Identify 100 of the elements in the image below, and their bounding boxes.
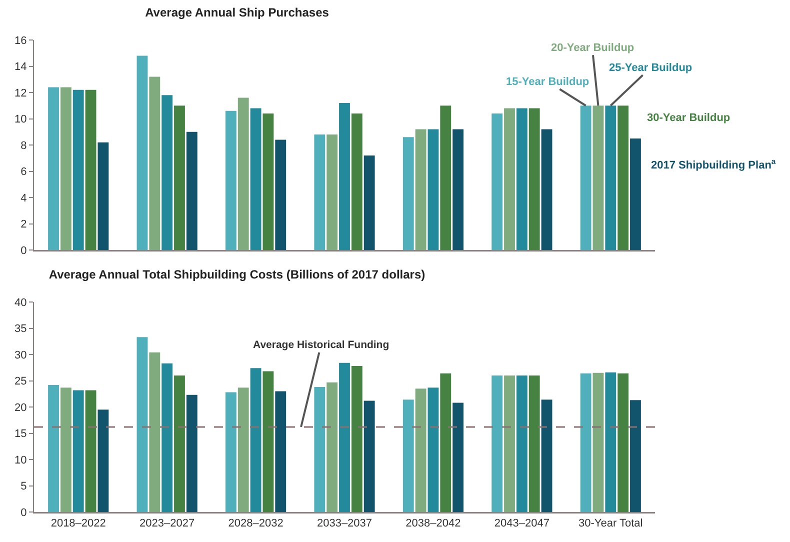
bar — [174, 376, 185, 512]
series-label: 2017 Shipbuilding Plan$^{a}$ — [651, 157, 776, 172]
bar — [492, 376, 503, 512]
bar — [149, 76, 160, 250]
bar — [72, 390, 84, 512]
bar — [275, 391, 286, 512]
bar — [275, 140, 286, 250]
bar — [351, 366, 362, 512]
x-tick-label: 2028–2032 — [228, 518, 284, 530]
bar — [516, 108, 528, 250]
bar — [60, 87, 72, 250]
y-tick-label: 10 — [14, 454, 27, 466]
chart-title: Average Annual Ship Purchases — [145, 5, 330, 20]
bar — [592, 372, 604, 512]
bar — [238, 388, 249, 512]
bar — [72, 90, 84, 250]
y-tick-label: 30 — [14, 349, 27, 362]
bar — [136, 337, 148, 512]
y-tick-label: 0 — [20, 244, 27, 257]
text: 20-Year Buildup — [551, 42, 634, 54]
bar — [452, 129, 464, 250]
bar — [186, 394, 198, 512]
bar — [618, 106, 629, 250]
x-tick-label: 2018–2022 — [50, 518, 106, 530]
bar — [225, 110, 236, 250]
bar — [402, 137, 414, 250]
bar — [339, 362, 350, 512]
bar — [492, 114, 503, 250]
y-tick-label: 5 — [20, 480, 27, 493]
y-tick-label: 8 — [20, 140, 27, 152]
series-label: 30-Year Buildup — [647, 112, 730, 124]
bar — [415, 388, 426, 512]
bar — [504, 108, 515, 250]
bar — [186, 132, 198, 250]
bar — [440, 106, 452, 250]
bar — [541, 129, 552, 250]
bar — [364, 400, 375, 512]
bar — [225, 392, 236, 512]
bar — [238, 98, 249, 250]
bar — [428, 388, 439, 512]
series-label: 15-Year Buildup — [506, 76, 590, 88]
y-tick-label: 6 — [20, 166, 27, 178]
bar — [528, 376, 540, 512]
bar — [162, 363, 173, 512]
chart-title: Average Annual Total Shipbuilding Costs (Billions of 2017 dollars) — [48, 268, 426, 282]
x-tick-label: 2038–2042 — [406, 518, 461, 530]
y-tick-label: 10 — [14, 114, 27, 126]
y-tick-label: 14 — [14, 61, 27, 74]
bar — [364, 156, 375, 250]
bar — [339, 103, 350, 250]
bar — [580, 373, 592, 512]
y-tick-label: 16 — [14, 34, 27, 47]
bar — [98, 410, 109, 512]
text: 25-Year Buildup — [609, 62, 692, 74]
bar — [351, 114, 362, 250]
bar — [618, 373, 629, 512]
bar — [85, 390, 96, 512]
bar — [85, 90, 96, 250]
bar — [162, 95, 173, 250]
bar — [504, 376, 515, 512]
bar — [428, 129, 439, 250]
bar — [136, 56, 148, 250]
x-tick-label: 2023–2027 — [140, 518, 195, 530]
bar — [415, 129, 426, 250]
bar — [174, 106, 185, 250]
bar — [630, 400, 641, 512]
bar — [580, 106, 592, 250]
bar — [149, 352, 160, 512]
bar — [326, 134, 338, 250]
bar — [326, 382, 338, 512]
bar — [262, 371, 274, 512]
bar — [262, 114, 274, 250]
y-tick-label: 12 — [14, 87, 27, 100]
bar — [528, 108, 540, 250]
x-tick-label: 30-Year Total — [578, 518, 643, 530]
bar — [60, 388, 72, 512]
y-tick-label: 15 — [14, 428, 27, 440]
ref-line-label: Average Historical Funding — [253, 339, 390, 351]
y-tick-label: 25 — [14, 376, 27, 388]
bar — [541, 400, 552, 512]
bar — [452, 402, 464, 512]
y-tick-label: 35 — [14, 323, 27, 336]
x-tick-label: 2033–2037 — [316, 518, 372, 530]
y-tick-label: 40 — [14, 296, 27, 309]
bar — [592, 106, 604, 250]
bar — [250, 368, 262, 512]
bar — [605, 372, 616, 512]
bar — [314, 387, 326, 512]
bar — [402, 400, 414, 512]
y-tick-label: 4 — [20, 192, 27, 204]
y-tick-label: 2 — [20, 218, 27, 231]
y-tick-label: 0 — [20, 506, 27, 519]
bar — [516, 376, 528, 512]
y-tick-label: 20 — [14, 402, 27, 414]
bar — [630, 138, 641, 250]
bar — [98, 142, 109, 250]
bar — [605, 106, 616, 250]
bar — [48, 87, 59, 250]
bar — [250, 108, 262, 250]
bar — [314, 134, 326, 250]
